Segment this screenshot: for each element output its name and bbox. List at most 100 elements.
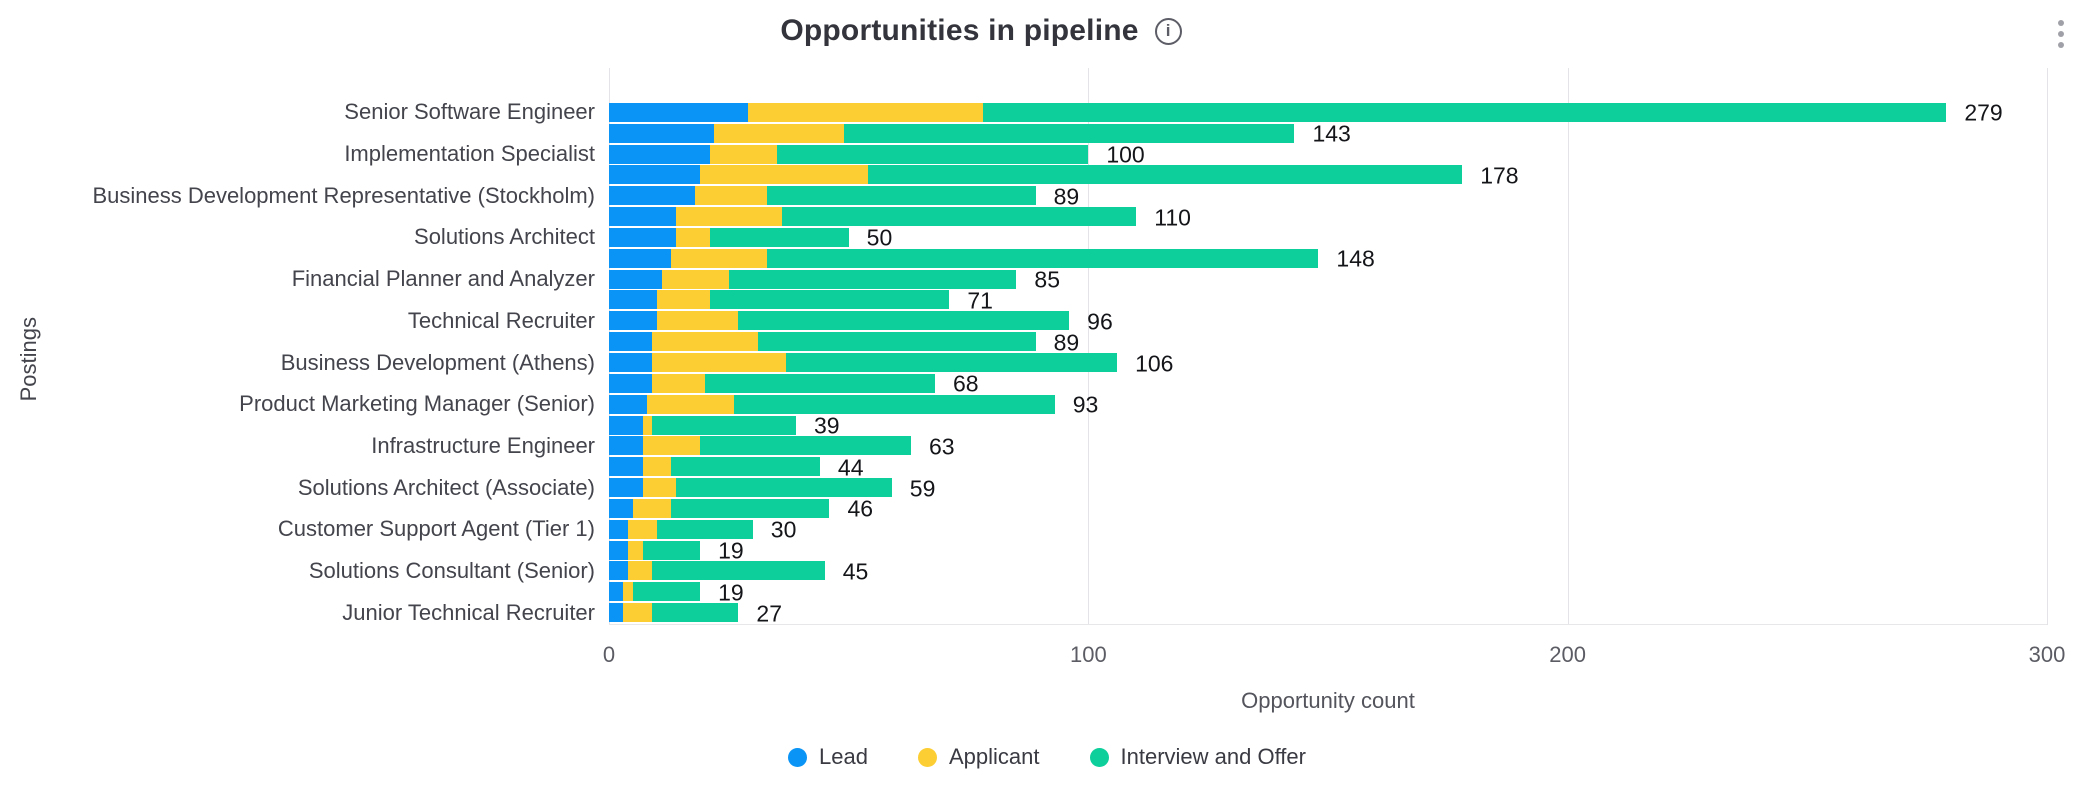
bar-segment-lead[interactable] [609, 332, 653, 352]
bar-segment-lead[interactable] [609, 373, 653, 393]
bar-segment-applicant[interactable] [748, 102, 983, 122]
bar-segment-applicant[interactable] [700, 165, 868, 185]
category-label: Implementation Specialist [344, 141, 595, 167]
bar-segment-lead[interactable] [609, 123, 715, 143]
bar-segment-applicant[interactable] [647, 394, 734, 414]
bar-segment-interview-and-offer[interactable] [781, 207, 1137, 227]
bar-segment-applicant[interactable] [714, 123, 844, 143]
bar-segment-lead[interactable] [609, 415, 643, 435]
bar-segment-interview-and-offer[interactable] [767, 186, 1036, 206]
bar-segment-interview-and-offer[interactable] [843, 123, 1295, 143]
bar-segment-applicant[interactable] [628, 561, 653, 581]
bar-segment-interview-and-offer[interactable] [652, 603, 739, 623]
bar-segment-lead[interactable] [609, 227, 677, 247]
bar-segment-lead[interactable] [609, 540, 629, 560]
category-label: Solutions Consultant (Senior) [308, 557, 595, 583]
bar-segment-interview-and-offer[interactable] [632, 582, 701, 602]
category-label: Infrastructure Engineer [371, 432, 595, 458]
bar-segment-lead[interactable] [609, 561, 629, 581]
bar-segment-interview-and-offer[interactable] [738, 311, 1070, 331]
bar-row [609, 123, 1295, 143]
bar-segment-applicant[interactable] [652, 373, 705, 393]
bar-segment-applicant[interactable] [676, 207, 782, 227]
bar-segment-lead[interactable] [609, 582, 624, 602]
bar-segment-interview-and-offer[interactable] [676, 478, 892, 498]
bar-segment-interview-and-offer[interactable] [733, 394, 1055, 414]
bar-segment-lead[interactable] [609, 394, 648, 414]
bar-segment-lead[interactable] [609, 519, 629, 539]
bar-segment-applicant[interactable] [628, 519, 657, 539]
bar-segment-lead[interactable] [609, 248, 672, 268]
bar-segment-lead[interactable] [609, 436, 643, 456]
category-labels: Senior Software Engineer Implementation S… [0, 99, 609, 624]
bar-segment-interview-and-offer[interactable] [700, 436, 911, 456]
bar-segment-applicant[interactable] [671, 248, 768, 268]
bar-segment-interview-and-offer[interactable] [704, 373, 935, 393]
bar-row [609, 290, 950, 310]
bar-segment-lead[interactable] [609, 269, 662, 289]
bar-segment-interview-and-offer[interactable] [757, 332, 1036, 352]
bar-segment-interview-and-offer[interactable] [652, 415, 796, 435]
bar-segment-lead[interactable] [609, 353, 653, 372]
bar-segment-interview-and-offer[interactable] [709, 227, 849, 247]
bar-segment-lead[interactable] [609, 207, 677, 227]
bar-row [609, 415, 796, 435]
x-axis-line [609, 624, 2047, 625]
bar-segment-applicant[interactable] [642, 415, 653, 435]
bar-segment-applicant[interactable] [656, 311, 739, 331]
gridline [1567, 68, 1569, 625]
bar-segment-applicant[interactable] [632, 498, 672, 518]
bar-segment-applicant[interactable] [623, 603, 653, 623]
x-tick-label: 300 [2028, 642, 2066, 667]
bar-segment-lead[interactable] [609, 102, 748, 122]
legend-label: Applicant [948, 744, 1040, 769]
bar-segment-applicant[interactable] [656, 290, 710, 310]
bar-segment-applicant[interactable] [652, 353, 787, 372]
bar-segment-applicant[interactable] [623, 582, 633, 602]
legend-swatch-icon [917, 747, 937, 767]
legend-label: Interview and Offer [1120, 744, 1306, 769]
bar-segment-interview-and-offer[interactable] [786, 353, 1118, 372]
bar-segment-interview-and-offer[interactable] [656, 519, 753, 539]
bar-segment-lead[interactable] [609, 498, 633, 518]
bar-segment-applicant[interactable] [695, 186, 768, 206]
legend-item-lead[interactable]: Lead [788, 744, 868, 770]
bar-segment-lead[interactable] [609, 290, 657, 310]
bar-segment-lead[interactable] [609, 186, 696, 206]
bar-segment-applicant[interactable] [652, 332, 758, 352]
bar-row [609, 227, 849, 247]
bar-value-label: 45 [842, 558, 869, 585]
legend-swatch-icon [788, 747, 808, 767]
bar-segment-applicant[interactable] [676, 227, 710, 247]
bar-segment-interview-and-offer[interactable] [767, 248, 1319, 268]
bar-segment-interview-and-offer[interactable] [728, 269, 1017, 289]
bar-segment-interview-and-offer[interactable] [982, 102, 1947, 122]
bar-segment-lead[interactable] [609, 165, 701, 185]
legend-label: Lead [819, 744, 868, 769]
legend-item-interview-and-offer[interactable]: Interview and Offer [1089, 744, 1306, 770]
bar-segment-applicant[interactable] [642, 478, 677, 498]
bar-segment-lead[interactable] [609, 603, 624, 623]
bar-segment-interview-and-offer[interactable] [671, 457, 820, 477]
info-icon[interactable]: i [1154, 17, 1182, 45]
bar-segment-interview-and-offer[interactable] [867, 165, 1463, 185]
bar-value-label: 89 [1053, 183, 1080, 210]
bar-value-label: 110 [1154, 204, 1191, 231]
kebab-menu-icon[interactable] [2054, 16, 2068, 52]
bar-segment-interview-and-offer[interactable] [642, 540, 701, 560]
bar-segment-applicant[interactable] [661, 269, 729, 289]
bar-segment-interview-and-offer[interactable] [709, 290, 950, 310]
bar-segment-applicant[interactable] [628, 540, 643, 560]
bar-segment-interview-and-offer[interactable] [652, 561, 825, 581]
bar-segment-applicant[interactable] [642, 436, 701, 456]
bar-segment-lead[interactable] [609, 144, 710, 164]
bar-segment-lead[interactable] [609, 457, 643, 477]
bar-row [609, 102, 1947, 122]
bar-segment-interview-and-offer[interactable] [776, 144, 1089, 164]
bar-segment-applicant[interactable] [642, 457, 672, 477]
legend-item-applicant[interactable]: Applicant [917, 744, 1040, 770]
bar-segment-lead[interactable] [609, 311, 657, 331]
bar-segment-applicant[interactable] [709, 144, 777, 164]
bar-segment-lead[interactable] [609, 478, 643, 498]
bar-segment-interview-and-offer[interactable] [671, 498, 830, 518]
